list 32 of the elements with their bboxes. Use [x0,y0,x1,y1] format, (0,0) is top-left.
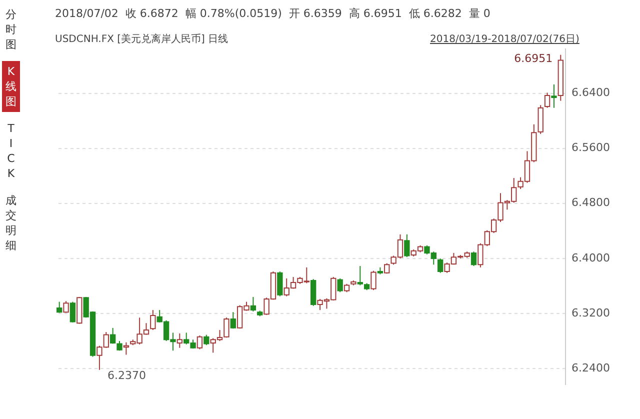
candlestick [250,296,256,312]
candlestick [204,334,210,346]
candlestick [551,84,557,108]
candlestick [196,334,203,350]
text: K线图 [4,64,18,109]
y-tick-label: 6.3200 [572,306,610,320]
candlestick [176,332,182,348]
candlestick [63,300,69,314]
chart-subtitle: 2018/07/02 收 6.6872 幅 0.78%(0.0519) 开 6.6359 高 6.6951 低 6.6282 量 0 [55,6,490,21]
chart-title: USDCNH.FX [美元兑离岸人民币] 日线 [55,32,228,46]
y-tick-label: 6.2400 [572,361,610,374]
y-tick-label: 6.5600 [572,141,610,154]
text: 2018/03/19-2018/07/02(76日) [430,33,580,46]
candlestick [544,92,550,108]
candlestick [70,301,76,323]
candlestick [230,312,236,330]
annotation: 6.6951 [514,52,553,65]
text: 分时图 [4,7,18,52]
y-tick-label: 6.4000 [572,251,610,264]
candlestick [470,251,477,267]
candlestick [370,270,376,291]
y-tick-label: 6.6400 [572,86,610,100]
candlestick [438,258,444,274]
candlestick [277,271,283,297]
y-tick-label: 6.4800 [572,196,610,210]
candlestick [404,234,410,258]
candlestick [56,301,62,314]
text: TICK [6,121,16,181]
text: 成交明细 [4,193,18,253]
annotation: 6.2370 [107,368,146,382]
candlestick [337,278,343,293]
candlestick [150,310,156,330]
